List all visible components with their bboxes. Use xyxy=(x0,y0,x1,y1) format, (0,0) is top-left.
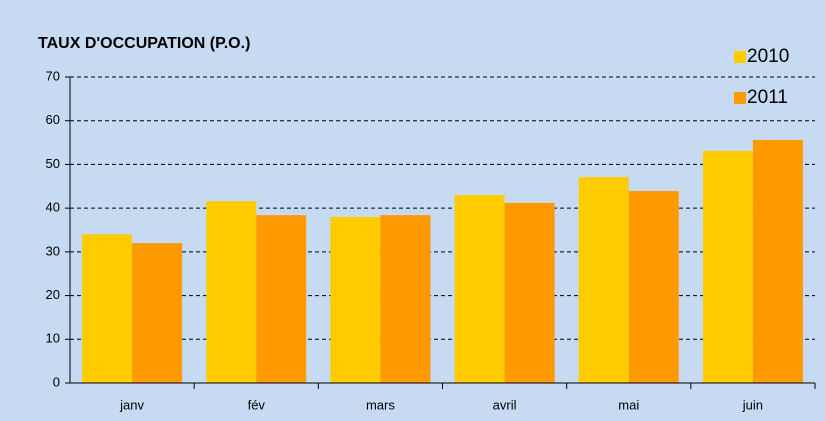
y-tick-label: 60 xyxy=(46,112,60,127)
legend-label: 2011 xyxy=(747,87,788,108)
y-tick-label: 0 xyxy=(53,374,60,389)
y-tick-label: 70 xyxy=(46,68,60,83)
bar xyxy=(380,215,431,383)
bar xyxy=(82,234,133,383)
y-tick-label: 30 xyxy=(46,243,60,258)
x-tick-label: fév xyxy=(248,397,266,412)
y-tick-label: 10 xyxy=(46,331,60,346)
legend-label: 2010 xyxy=(747,46,789,67)
bar xyxy=(752,139,803,383)
x-tick-label: juin xyxy=(742,397,763,412)
x-tick-label: mars xyxy=(366,397,395,412)
y-tick-label: 20 xyxy=(46,287,60,302)
chart-title: TAUX D'OCCUPATION (P.O.) xyxy=(38,35,250,52)
x-tick-label: janv xyxy=(119,397,144,412)
bar xyxy=(454,195,505,383)
x-tick-label: mai xyxy=(618,397,639,412)
bar xyxy=(628,191,679,383)
y-tick-label: 40 xyxy=(46,200,60,215)
bar xyxy=(132,243,183,383)
bar xyxy=(330,216,381,383)
x-tick-label: avril xyxy=(493,397,517,412)
legend-swatch xyxy=(734,92,746,104)
bar xyxy=(578,177,629,383)
legend-swatch xyxy=(734,51,746,63)
bar xyxy=(504,202,555,383)
bar xyxy=(206,201,257,383)
y-tick-label: 50 xyxy=(46,156,60,171)
bar xyxy=(256,215,307,383)
bar xyxy=(702,150,753,383)
